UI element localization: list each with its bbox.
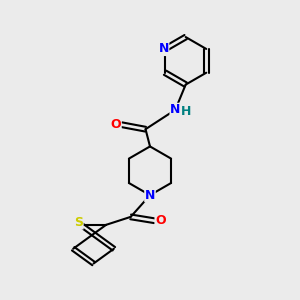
Text: O: O	[155, 214, 166, 227]
Text: N: N	[158, 42, 169, 56]
Text: N: N	[170, 103, 181, 116]
Text: N: N	[145, 189, 155, 202]
Text: H: H	[181, 105, 191, 118]
Text: O: O	[110, 118, 121, 131]
Text: S: S	[74, 216, 83, 229]
